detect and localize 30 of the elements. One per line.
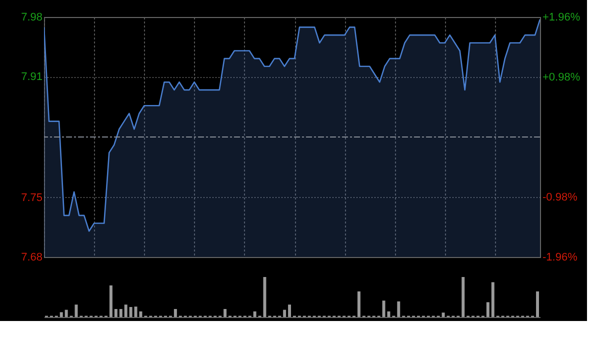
y-tick-label: 7.75	[21, 192, 42, 204]
bar	[64, 310, 68, 317]
bar	[60, 312, 63, 317]
y2-tick-label: +1.96%	[542, 12, 580, 24]
y-tick-label: 7.91	[21, 71, 42, 84]
bar	[263, 277, 266, 317]
bar	[109, 285, 112, 317]
bar	[114, 309, 118, 317]
bar	[536, 291, 540, 317]
y2-tick-label: -0.98%	[542, 192, 578, 204]
bar	[486, 302, 490, 317]
bar	[224, 309, 227, 317]
bar	[174, 309, 177, 317]
bar	[288, 304, 292, 317]
bar	[283, 310, 286, 317]
bar	[357, 291, 360, 317]
bar	[139, 311, 142, 317]
bar	[442, 312, 445, 317]
y2-tick-label: +0.98%	[542, 72, 580, 84]
bar	[253, 311, 256, 317]
bar	[119, 309, 122, 317]
bar	[462, 277, 465, 317]
bar	[129, 307, 132, 317]
y2-tick-label: -1.96%	[542, 252, 578, 264]
bar	[397, 301, 400, 317]
bar	[491, 282, 494, 317]
y-tick-label: 7.68	[21, 252, 42, 264]
bar	[387, 311, 390, 317]
y-tick-label: 7.98	[21, 12, 42, 24]
bar	[124, 304, 128, 317]
